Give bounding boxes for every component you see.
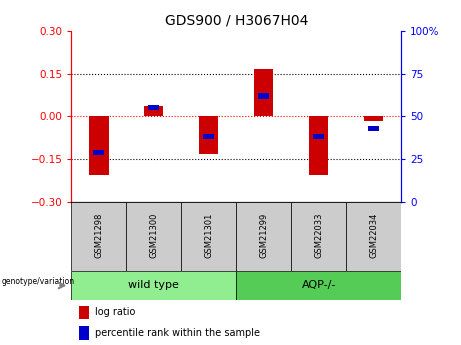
Bar [254,69,273,117]
Title: GDS900 / H3067H04: GDS900 / H3067H04 [165,13,308,27]
Bar [309,117,328,175]
Bar [79,326,89,339]
Bar [291,202,346,271]
Text: log ratio: log ratio [95,307,136,317]
Text: GSM21301: GSM21301 [204,212,213,258]
Text: GSM22034: GSM22034 [369,212,378,258]
Text: GSM21299: GSM21299 [259,212,268,258]
Bar [79,306,89,319]
Bar [236,202,291,271]
Bar [94,150,104,155]
Text: wild type: wild type [129,280,179,290]
Bar [181,202,236,271]
Bar [346,202,401,271]
Text: percentile rank within the sample: percentile rank within the sample [95,328,260,338]
Bar [368,126,379,131]
Bar [148,105,160,110]
Text: GSM22033: GSM22033 [314,212,323,258]
Bar [144,106,164,117]
Text: AQP-/-: AQP-/- [301,280,336,290]
Text: GSM21298: GSM21298 [95,212,103,258]
Bar [71,271,236,300]
Bar [199,117,219,154]
Bar [203,134,214,139]
Text: genotype/variation: genotype/variation [1,277,75,286]
Bar [236,271,401,300]
Bar [71,202,126,271]
Bar [89,117,108,175]
Bar [258,93,269,99]
Text: GSM21300: GSM21300 [149,212,159,258]
Bar [313,134,324,139]
Bar [364,117,383,121]
Bar [126,202,181,271]
